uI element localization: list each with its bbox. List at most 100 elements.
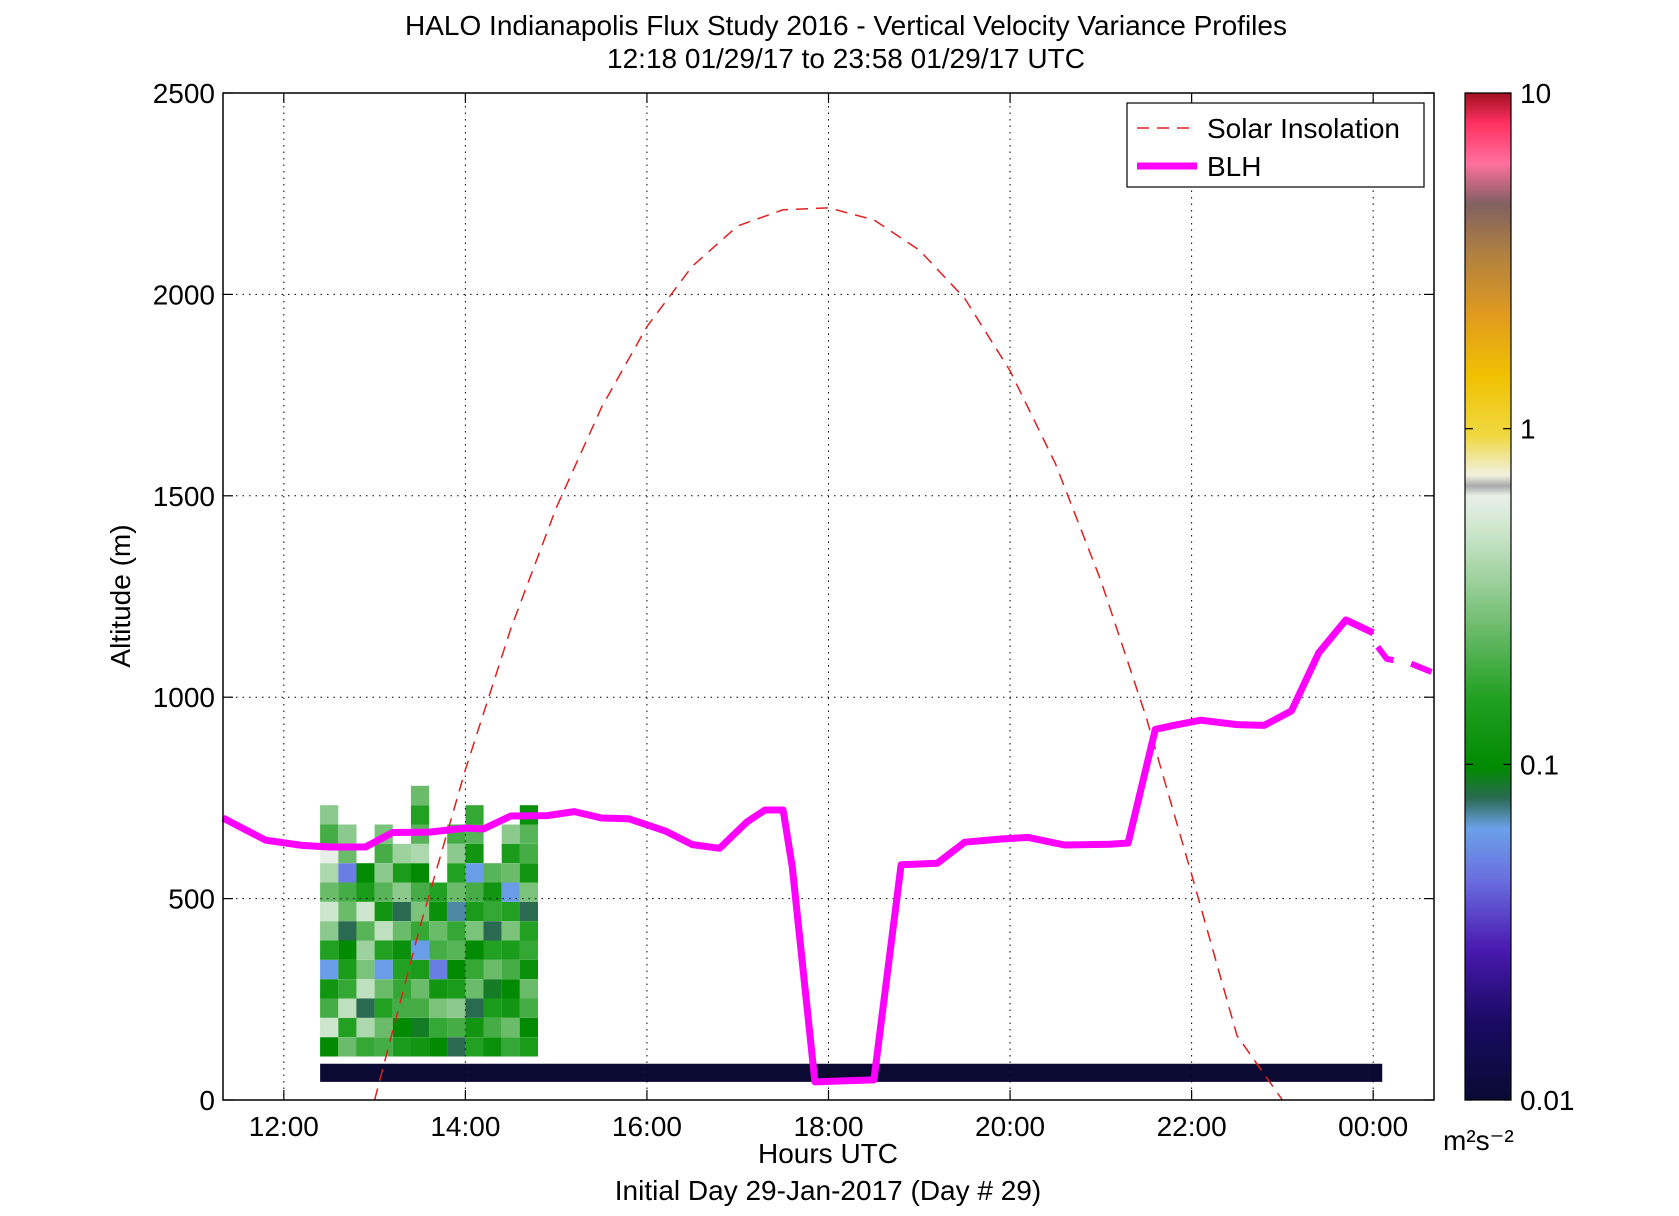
x-tick-label: 16:00 (612, 1111, 682, 1142)
heatmap-cell (410, 998, 430, 1018)
x-tick-label: 22:00 (1157, 1111, 1227, 1142)
heatmap-cell (320, 863, 339, 883)
y-tick-label: 1500 (153, 481, 215, 512)
colorbar-tick-label: 10 (1520, 78, 1551, 109)
heatmap-cell (465, 940, 484, 960)
heatmap-cell (392, 959, 411, 980)
heatmap-cell (410, 785, 430, 806)
heatmap-cell (465, 863, 484, 883)
heatmap-cell (374, 959, 393, 980)
heatmap-cell (447, 1037, 466, 1057)
heatmap-cell (392, 998, 411, 1018)
heatmap-cell (338, 959, 357, 980)
heatmap-cell (320, 882, 339, 902)
heatmap-cell (465, 805, 484, 825)
x-tick-label: 14:00 (430, 1111, 500, 1142)
heatmap-cell (392, 1037, 411, 1057)
heatmap-cell (447, 882, 466, 902)
heatmap-cell (374, 979, 393, 999)
colorbar-tick-label: 0.01 (1520, 1085, 1575, 1116)
legend: Solar Insolation BLH (1126, 102, 1425, 188)
legend-blh-label: BLH (1207, 151, 1261, 182)
heatmap-cell (374, 998, 393, 1018)
heatmap-cell (338, 998, 357, 1018)
heatmap-cell (483, 882, 502, 902)
colorbar-tick-label: 1 (1520, 414, 1536, 445)
heatmap-cell (501, 940, 520, 960)
heatmap-cell (429, 1017, 448, 1038)
heatmap-cell (374, 863, 393, 883)
heatmap-cell (429, 979, 448, 999)
heatmap-cell (356, 979, 375, 999)
x-tick-label: 12:00 (249, 1111, 319, 1142)
legend-box (1126, 102, 1425, 188)
heatmap-cell (483, 863, 502, 883)
heatmap-cell (483, 1037, 502, 1057)
heatmap-cell (338, 1037, 357, 1057)
heatmap-cell (501, 901, 520, 922)
heatmap-cell (465, 882, 484, 902)
heatmap-cell (519, 882, 538, 902)
y-tick-label: 1000 (153, 682, 215, 713)
heatmap-cell (519, 998, 538, 1018)
heatmap-cell (519, 959, 538, 980)
heatmap-cell (338, 882, 357, 902)
x-axis: 12:00 14:00 16:00 18:00 20:00 22:00 00:00 (249, 93, 1408, 1142)
heatmap-cell (483, 979, 502, 999)
heatmap-cell (447, 998, 466, 1018)
heatmap-cell (519, 979, 538, 999)
y-tick-label: 0 (199, 1085, 215, 1116)
heatmap-cell (392, 979, 411, 999)
heatmap-cell (483, 998, 502, 1018)
heatmap-cell (447, 979, 466, 999)
x-tick-label: 20:00 (975, 1111, 1045, 1142)
solar-insolation-line (373, 207, 1284, 1101)
colorbar-ticks: 10 1 0.1 0.01 (1465, 78, 1575, 1116)
heatmap-cell (392, 843, 411, 864)
heatmap-cell (338, 863, 357, 883)
colorbar: 10 1 0.1 0.01 m²s⁻² (1443, 78, 1575, 1156)
heatmap-cell (374, 1017, 393, 1038)
heatmap-cell (447, 959, 466, 980)
heatmap-cell (501, 824, 520, 844)
heatmap-cell (501, 921, 520, 941)
heatmap-cell (374, 921, 393, 941)
heatmap-cell (356, 882, 375, 902)
heatmap-cell (356, 940, 375, 960)
heatmap-cell (501, 998, 520, 1018)
heatmap-cell (501, 882, 520, 902)
heatmap-cell (410, 843, 430, 864)
heatmap-cell (519, 843, 538, 864)
chart-subtitle: 12:18 01/29/17 to 23:58 01/29/17 UTC (607, 43, 1085, 74)
heatmap-cell (447, 921, 466, 941)
heatmap-cell (410, 882, 430, 902)
heatmap-cell (356, 901, 375, 922)
heatmap-cell (392, 921, 411, 941)
heatmap-cell (501, 863, 520, 883)
x-axis-sublabel: Initial Day 29-Jan-2017 (Day # 29) (615, 1175, 1041, 1206)
heatmap-cell (338, 1017, 357, 1038)
heatmap-cell (429, 901, 448, 922)
heatmap-cell (356, 1017, 375, 1038)
heatmap-cell (392, 1017, 411, 1038)
heatmap-cell (338, 824, 357, 844)
heatmap-cell (465, 1037, 484, 1057)
heatmap-cell (501, 979, 520, 999)
heatmap-cell (338, 901, 357, 922)
heatmap-cell (519, 901, 538, 922)
heatmap-cell (356, 959, 375, 980)
y-axis-label: Altitude (m) (105, 524, 136, 667)
heatmap-cell (374, 1037, 393, 1057)
heatmap-cell (374, 882, 393, 902)
heatmap-cell (320, 959, 339, 980)
heatmap-cell (483, 959, 502, 980)
heatmap-cell (519, 1017, 538, 1038)
heatmap-cell (429, 882, 448, 902)
heatmap-cell (501, 959, 520, 980)
heatmap-cell (483, 901, 502, 922)
y-tick-label: 2500 (153, 78, 215, 109)
heatmap-cell (519, 824, 538, 844)
heatmap-cell (429, 959, 448, 980)
y-axis: 0 500 1000 1500 2000 2500 (153, 78, 1434, 1116)
